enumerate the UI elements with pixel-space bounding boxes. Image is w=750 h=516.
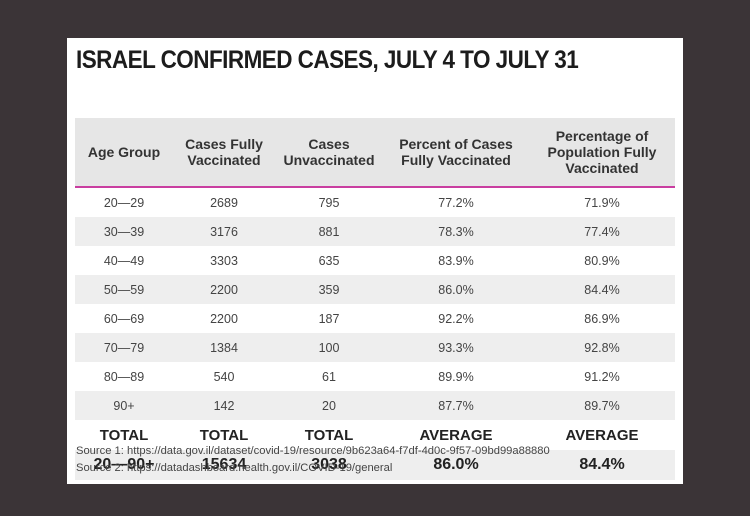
- summary-value: 84.4%: [529, 450, 675, 480]
- header-percent-cases-vaccinated: Percent of Cases Fully Vaccinated: [383, 118, 529, 188]
- table-cell: 3303: [210, 253, 238, 268]
- table-row: 80—89 540 61 89.9% 91.2%: [75, 362, 675, 391]
- table-card: ISRAEL CONFIRMED CASES, JULY 4 TO JULY 3…: [67, 38, 683, 484]
- table-cell: 100: [275, 333, 383, 362]
- summary-value: 3038: [275, 450, 383, 480]
- table-cell: 70—79: [75, 333, 173, 362]
- table-cell: 2689: [210, 195, 238, 210]
- table-cell: 87.7%: [383, 391, 529, 420]
- table-row: 70—79 1384 100 93.3% 92.8%: [75, 333, 675, 362]
- table-cell: 61: [322, 369, 336, 384]
- table-cell: 71.9%: [584, 195, 620, 210]
- table-body: 20—29 2689 795 77.2% 71.9% 30—39 3176 881 78.3% 7…: [75, 187, 675, 420]
- table-cell: 2200: [210, 311, 238, 326]
- source-line: Source 1: https://data.gov.il/dataset/co…: [76, 445, 550, 457]
- table-title: ISRAEL CONFIRMED CASES, JULY 4 TO JULY 3…: [76, 46, 579, 74]
- header-cases-unvaccinated: Cases Unvaccinated: [275, 118, 383, 188]
- table-cell: 3176: [173, 217, 275, 246]
- summary-label: AVERAGE: [419, 426, 493, 444]
- table-cell: 2200: [173, 275, 275, 304]
- summary-label-row: TOTAL TOTAL TOTAL AVERAGE AVERAGE: [75, 420, 675, 450]
- table-cell: 77.2%: [438, 195, 474, 210]
- table-cell: 142: [173, 391, 275, 420]
- summary-label: TOTAL: [304, 426, 354, 444]
- table-cell: 30—39: [75, 217, 173, 246]
- table-row: 50—59 2200 359 86.0% 84.4%: [75, 275, 675, 304]
- table-cell: 80.9%: [584, 253, 620, 268]
- table-cell: 78.3%: [383, 217, 529, 246]
- table-cell: 90+: [75, 391, 173, 420]
- source-line: Source 2: https://datadashboard.health.g…: [76, 462, 393, 474]
- table-cell: 89.9%: [438, 369, 474, 384]
- summary-value: 86.0%: [383, 450, 529, 480]
- table-cell: 20: [275, 391, 383, 420]
- table-cell: 92.2%: [438, 311, 474, 326]
- header-age-group: Age Group: [75, 118, 173, 188]
- table-cell: 86.0%: [383, 275, 529, 304]
- table-cell: 77.4%: [529, 217, 675, 246]
- summary-label: TOTAL: [99, 426, 149, 444]
- table-cell: 84.4%: [529, 275, 675, 304]
- summary-label: AVERAGE: [565, 426, 639, 444]
- table-row: 40—49 3303 635 83.9% 80.9%: [75, 246, 675, 275]
- table-row: 20—29 2689 795 77.2% 71.9%: [75, 187, 675, 217]
- table-cell: 50—59: [75, 275, 173, 304]
- table-cell: 89.7%: [529, 391, 675, 420]
- table-cell: 40—49: [103, 253, 145, 268]
- table-cell: 83.9%: [438, 253, 474, 268]
- table-row: 30—39 3176 881 78.3% 77.4%: [75, 217, 675, 246]
- header-cases-fully-vaccinated: Cases Fully Vaccinated: [173, 118, 275, 188]
- table-cell: 91.2%: [584, 369, 620, 384]
- table-cell: 359: [275, 275, 383, 304]
- table-cell: 60—69: [103, 311, 145, 326]
- data-table: Age Group Cases Fully Vaccinated Cases U…: [75, 118, 675, 480]
- table-cell: 93.3%: [383, 333, 529, 362]
- sources: Source 1: https://data.gov.il/dataset/co…: [76, 443, 676, 477]
- table-cell: 20—29: [103, 195, 145, 210]
- table-row: 90+ 142 20 87.7% 89.7%: [75, 391, 675, 420]
- table-cell: 540: [213, 369, 235, 384]
- table-cell: 187: [318, 311, 340, 326]
- summary-value: 15634: [173, 450, 275, 480]
- header-percent-population-vaccinated: Percentage of Population Fully Vaccinate…: [529, 118, 675, 188]
- summary-label: TOTAL: [199, 426, 249, 444]
- header-row: Age Group Cases Fully Vaccinated Cases U…: [75, 118, 675, 188]
- summary-value-row: 20—90+ 15634 3038 86.0% 84.4%: [75, 450, 675, 480]
- table-cell: 80—89: [103, 369, 145, 384]
- table-cell: 1384: [173, 333, 275, 362]
- table-cell: 635: [318, 253, 340, 268]
- table-cell: 92.8%: [529, 333, 675, 362]
- table-cell: 795: [318, 195, 340, 210]
- table-cell: 881: [275, 217, 383, 246]
- summary-value: 20—90+: [75, 450, 173, 480]
- table-cell: 86.9%: [584, 311, 620, 326]
- table-row: 60—69 2200 187 92.2% 86.9%: [75, 304, 675, 333]
